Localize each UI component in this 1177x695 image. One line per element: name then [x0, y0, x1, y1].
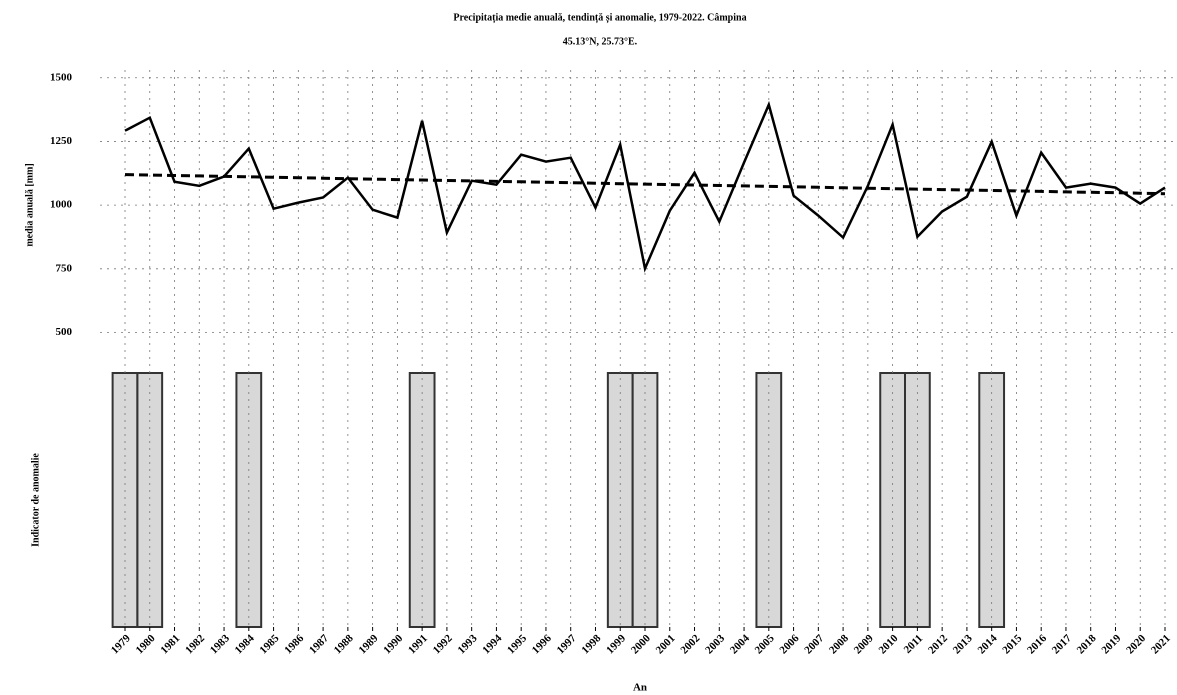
x-tick-label: 2013 — [951, 632, 975, 656]
x-tick-label: 1996 — [530, 632, 554, 656]
x-tick-label: 1998 — [579, 632, 603, 656]
y-tick-label: 1500 — [50, 71, 73, 83]
x-tick-label: 1983 — [208, 632, 232, 656]
anomaly-bar — [235, 372, 263, 628]
x-tick-label: 2008 — [827, 632, 851, 656]
x-tick-label: 1994 — [480, 632, 504, 656]
x-tick-label: 2001 — [654, 632, 678, 656]
y-tick-label: 500 — [56, 326, 73, 338]
x-tick-label: 1981 — [158, 632, 182, 656]
x-tick-label: 1985 — [257, 632, 281, 656]
x-tick-label: 1991 — [406, 632, 430, 656]
anomaly-bar — [904, 372, 931, 628]
x-tick-label: 2016 — [1025, 632, 1049, 656]
x-tick-label: 1997 — [555, 632, 579, 656]
x-tick-label: 1992 — [431, 632, 455, 656]
anomaly-bar — [755, 372, 783, 628]
x-tick-label: 1984 — [233, 632, 257, 656]
x-tick-label: 2021 — [1149, 632, 1173, 656]
x-tick-label: 2002 — [678, 632, 702, 656]
x-tick-label: 2005 — [753, 632, 777, 656]
x-tick-label: 2009 — [852, 632, 876, 656]
y-tick-label: 750 — [56, 262, 73, 274]
x-tick-label: 1988 — [332, 632, 356, 656]
x-tick-label: 2010 — [876, 632, 900, 656]
x-tick-label: 1999 — [604, 632, 628, 656]
x-tick-label: 2017 — [1050, 632, 1074, 656]
x-tick-label: 1980 — [134, 632, 158, 656]
y-tick-label: 1250 — [50, 135, 73, 147]
x-tick-label: 2015 — [1000, 632, 1024, 656]
x-tick-label: 2004 — [728, 632, 752, 656]
x-tick-label: 1993 — [456, 632, 480, 656]
x-tick-label: 2006 — [777, 632, 801, 656]
trend-line — [124, 173, 1166, 196]
x-tick-label: 2012 — [926, 632, 950, 656]
anomaly-bar — [408, 372, 436, 628]
x-tick-label: 1995 — [505, 632, 529, 656]
x-tick-label: 2018 — [1075, 632, 1099, 656]
x-tick-label: 1986 — [282, 632, 306, 656]
y-axis-label: media anuală [mm] — [24, 163, 35, 246]
y-tick-label: 1000 — [50, 199, 73, 211]
x-axis-label: An — [633, 682, 647, 694]
x-tick-label: 1990 — [381, 632, 405, 656]
anomaly-axis-label: Indicator de anomalie — [30, 453, 41, 547]
x-tick-label: 2014 — [976, 632, 1000, 656]
x-tick-label: 1979 — [109, 632, 133, 656]
data-line — [124, 100, 1166, 273]
x-tick-label: 1987 — [307, 632, 331, 656]
x-tick-label: 2007 — [802, 632, 826, 656]
chart-title: Precipitația medie anuală, tendință și a… — [453, 12, 746, 23]
x-tick-label: 2019 — [1099, 632, 1123, 656]
chart-subtitle: 45.13°N, 25.73°E. — [563, 36, 638, 47]
x-tick-label: 2011 — [902, 632, 926, 656]
x-tick-label: 2020 — [1124, 632, 1148, 656]
anomaly-bar — [631, 372, 659, 628]
x-tick-label: 1982 — [183, 632, 207, 656]
x-tick-label: 2003 — [703, 632, 727, 656]
x-tick-label: 1989 — [356, 632, 380, 656]
x-tick-label: 2000 — [629, 632, 653, 656]
